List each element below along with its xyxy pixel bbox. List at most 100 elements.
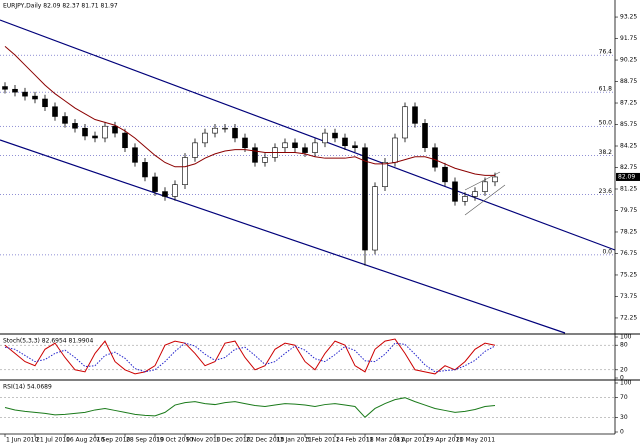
y-tick-label: 88.75 [620, 78, 637, 85]
candle-body [142, 162, 148, 178]
candle-body [232, 127, 238, 139]
x-tick-label: 9 Nov 2010 [186, 437, 221, 444]
candle-body [192, 142, 198, 158]
candle-body [472, 191, 478, 197]
indicator-line [4, 342, 496, 373]
candle-body [362, 147, 368, 251]
y-tick-label: 91.75 [620, 35, 637, 42]
y-tick-label: 79.75 [620, 207, 637, 214]
candle-body [82, 127, 88, 137]
y-tick-label: 78.25 [620, 228, 637, 235]
candle-body [342, 137, 348, 147]
candle-body [32, 95, 38, 100]
y-tick-label: 75.25 [620, 271, 637, 278]
indicator-line [4, 338, 496, 375]
candle-body [372, 186, 378, 251]
y-tick-label: 76.75 [620, 250, 637, 257]
y-tick-label: 100 [620, 334, 632, 341]
candle-body [352, 145, 358, 149]
indicator-line [4, 397, 496, 418]
x-tick-label: 21 Jul 2010 [36, 437, 70, 444]
candle-body [162, 191, 168, 197]
candle-body [42, 98, 48, 108]
x-tick-label: 24 Feb 2011 [336, 437, 374, 444]
y-tick-label: 93.25 [620, 14, 637, 21]
candle-body [482, 181, 488, 192]
x-tick-label: 19 Oct 2010 [156, 437, 193, 444]
candle-body [112, 125, 118, 134]
y-tick-label: 30 [620, 414, 628, 421]
candle-body [182, 157, 188, 185]
small-channel [464, 184, 506, 216]
candle-body [402, 106, 408, 139]
candle-body [262, 157, 268, 163]
x-tick-label: 1 Dec 2010 [216, 437, 251, 444]
panel-title: RSI(14) 54.0689 [3, 384, 52, 391]
candle-body [222, 127, 228, 130]
y-tick-label: 90.25 [620, 57, 637, 64]
y-tick-label: 82.75 [620, 164, 637, 171]
x-tick-label: 22 Dec 2010 [246, 437, 285, 444]
fib-label: 38.2 [599, 149, 613, 156]
y-tick-label: 87.25 [620, 100, 637, 107]
fib-label: 50.0 [599, 120, 613, 127]
candle-body [382, 162, 388, 188]
candle-body [492, 176, 498, 183]
candle-body [52, 106, 58, 117]
x-tick-label: 7 Sep 2010 [96, 437, 130, 444]
x-tick-label: 3 Feb 2011 [306, 437, 340, 444]
candle-body [132, 147, 138, 163]
x-tick-label: 18 Mar 2011 [366, 437, 404, 444]
y-tick-label: 85.75 [620, 121, 637, 128]
candle-body [432, 147, 438, 168]
candle-body [292, 142, 298, 149]
fib-label: 0.0 [602, 248, 612, 255]
x-tick-label: 28 Sep 2010 [126, 437, 164, 444]
last-price-label: 82.09 [618, 173, 635, 180]
last-price-box [616, 172, 640, 181]
candle-body [302, 147, 308, 153]
candle-body [412, 106, 418, 124]
candle-body [102, 125, 108, 139]
y-tick-label: 80 [620, 342, 628, 349]
fib-label: 76.4 [599, 49, 613, 56]
y-tick-label: 84.25 [620, 143, 637, 150]
candle-body [332, 132, 338, 139]
channel-lower [0, 139, 566, 334]
candle-body [442, 166, 448, 183]
panel-title: Stoch(5,3,3) 82.6954 81.9904 [3, 338, 94, 345]
channel-upper [0, 19, 616, 251]
candle-body [392, 137, 398, 163]
x-tick-label: 29 Apr 2011 [426, 437, 463, 444]
y-tick-label: 0 [620, 429, 624, 436]
y-tick-label: 100 [620, 380, 632, 387]
y-tick-label: 81.25 [620, 185, 637, 192]
x-tick-label: 16 Aug 2010 [66, 437, 105, 444]
y-tick-label: 73.75 [620, 293, 637, 300]
candle-body [452, 181, 458, 202]
candle-body [172, 184, 178, 197]
y-tick-label: 72.25 [620, 314, 637, 321]
candle-body [242, 137, 248, 149]
candle-body [92, 135, 98, 139]
candle-body [62, 116, 68, 124]
x-tick-label: 20 May 2011 [456, 437, 495, 444]
candle-body [252, 147, 258, 163]
candle-body [322, 132, 328, 144]
candle-body [462, 196, 468, 202]
candle-body [152, 176, 158, 192]
y-tick-label: 70 [620, 394, 628, 401]
y-tick-label: 20 [620, 366, 628, 373]
indicator-line [4, 46, 495, 176]
x-tick-label: 13 Jan 2011 [276, 437, 312, 444]
candle-body [2, 86, 8, 90]
x-tick-label: 8 Apr 2011 [396, 437, 429, 444]
candle-body [212, 127, 218, 134]
y-tick-label: 0 [620, 375, 624, 382]
candle-body [202, 132, 208, 144]
candle-body [422, 123, 428, 149]
candle-body [282, 142, 288, 149]
